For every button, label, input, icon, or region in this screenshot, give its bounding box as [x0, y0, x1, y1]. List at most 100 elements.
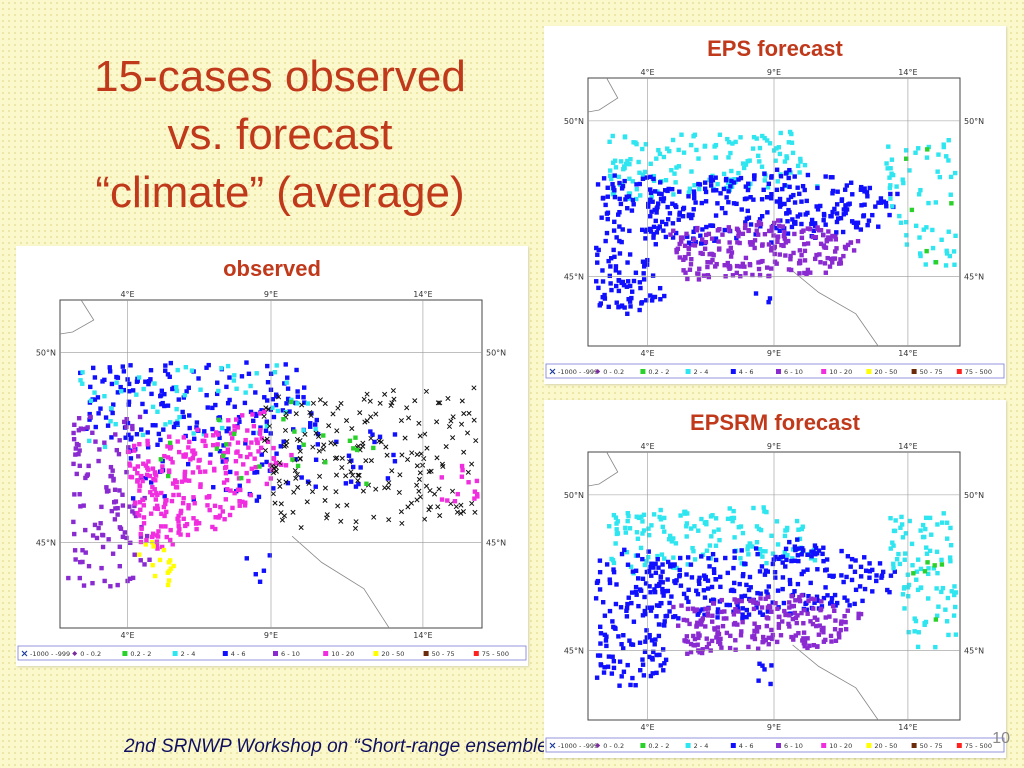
legend-label: 75 - 500 — [965, 742, 992, 750]
legend-item: 0.2 - 2 — [640, 368, 669, 376]
square-icon — [730, 743, 736, 748]
lat-label-left: 45°N — [36, 539, 56, 548]
observed-panel: observed 4°E 4°E 9°E 9°E 14°E 14°E 50°N 50°N 45°… — [16, 246, 528, 666]
legend-label: 50 - 75 — [920, 368, 943, 376]
lon-label-bottom: 9°E — [767, 349, 781, 358]
lat-label-left: 50°N — [36, 348, 56, 357]
legend-item: 4 - 6 — [730, 368, 754, 376]
coastline-north — [59, 299, 95, 335]
legend-item: 20 - 50 — [373, 650, 404, 658]
lat-label-right: 50°N — [964, 491, 984, 500]
legend-item: 75 - 500 — [956, 742, 992, 750]
coastline-north — [587, 451, 619, 487]
diamond-icon — [72, 651, 78, 656]
points-4-6-west — [594, 173, 667, 316]
square-icon — [222, 651, 228, 656]
legend-item: 50 - 75 — [911, 742, 943, 750]
square-icon — [685, 743, 691, 748]
legend-item: 50 - 75 — [423, 650, 455, 658]
lat-label-right: 50°N — [486, 348, 506, 357]
legend-item: 2 - 4 — [685, 742, 708, 750]
coastline-italy — [792, 644, 879, 721]
x-icon — [21, 650, 28, 657]
points-corsica — [756, 661, 774, 687]
legend-item: 0.2 - 2 — [122, 650, 151, 658]
legend-item: 0.2 - 2 — [640, 742, 669, 750]
legend-label: 10 - 20 — [829, 742, 852, 750]
legend-label: 6 - 10 — [784, 368, 803, 376]
lat-label-right: 45°N — [964, 646, 984, 655]
square-icon — [423, 651, 429, 656]
lon-label-top: 14°E — [898, 68, 917, 77]
title-line-1: 15-cases observed — [94, 52, 466, 101]
square-icon — [640, 369, 646, 374]
observed-precip-map: 4°E 4°E 9°E 9°E 14°E 14°E 50°N 50°N 45°N 45°N -100… — [17, 290, 527, 661]
diamond-icon — [595, 369, 601, 374]
points-0-2-2 — [158, 399, 376, 486]
legend-item: 20 - 50 — [866, 368, 897, 376]
legend-label: 0 - 0.2 — [603, 368, 624, 376]
legend-item: 50 - 75 — [911, 368, 943, 376]
points-corsica — [244, 553, 272, 584]
legend-item: 2 - 4 — [172, 650, 195, 658]
lon-label-bottom: 4°E — [120, 631, 134, 640]
lat-label-right: 50°N — [964, 117, 984, 126]
precip-legend: -1000 - -999 0 - 0.2 0.2 - 2 2 - 4 4 - 6 6 - … — [545, 737, 1005, 753]
lat-label-left: 50°N — [564, 117, 584, 126]
square-icon — [776, 369, 781, 374]
square-icon — [956, 369, 962, 374]
square-icon — [122, 651, 128, 656]
points-6-10 — [671, 593, 864, 656]
legend-item: 20 - 50 — [866, 742, 897, 750]
square-icon — [776, 743, 781, 748]
points-6-10 — [668, 218, 861, 282]
legend-item: 10 - 20 — [821, 742, 852, 750]
square-icon — [866, 369, 872, 374]
lat-label-left: 45°N — [564, 272, 584, 281]
eps-forecast-panel: EPS forecast 4°E 4°E 9°E 9°E 14°E 14°E 50°N 50°… — [544, 26, 1006, 384]
lat-label-right: 45°N — [486, 539, 506, 548]
legend-label: 4 - 6 — [739, 368, 754, 376]
panel-title-observed: observed — [223, 256, 321, 281]
lon-label-bottom: 9°E — [767, 723, 781, 732]
square-icon — [911, 369, 917, 374]
lon-label-bottom: 9°E — [264, 631, 278, 640]
legend-label: 0.2 - 2 — [648, 742, 669, 750]
legend-item: 2 - 4 — [685, 368, 708, 376]
lon-label-bottom: 4°E — [640, 723, 654, 732]
legend-label: 50 - 75 — [432, 650, 455, 658]
panel-title-epsrm: EPSRM forecast — [690, 410, 860, 435]
lon-label-top: 14°E — [898, 442, 917, 451]
points-2-4-north — [78, 363, 318, 450]
legend-item: 10 - 20 — [323, 650, 354, 658]
legend-item: 6 - 10 — [273, 650, 300, 658]
legend-label: -1000 - -999 — [558, 742, 598, 750]
legend-item: -1000 - -999 — [549, 742, 598, 750]
legend-label: -1000 - -999 — [30, 650, 70, 658]
lat-label-left: 45°N — [564, 646, 584, 655]
points-2-4-east — [884, 138, 958, 268]
eps-forecast-map: 4°E 4°E 9°E 9°E 14°E 14°E 50°N 50°N 45°N 45°N -100… — [545, 68, 1005, 379]
x-icon — [549, 742, 556, 749]
points-2-4-north — [607, 129, 820, 202]
x-icon — [549, 368, 556, 375]
lon-label-bottom: 4°E — [640, 349, 654, 358]
square-icon — [821, 369, 827, 374]
points-10-20 — [125, 409, 294, 551]
epsrm-forecast-map: 4°E 4°E 9°E 9°E 14°E 14°E 50°N 50°N 45°N 45°N -100… — [545, 442, 1005, 753]
legend-item: 10 - 20 — [821, 368, 852, 376]
square-icon — [821, 743, 827, 748]
lon-label-top: 9°E — [264, 290, 278, 299]
points-20-50 — [137, 540, 176, 588]
legend-label: 50 - 75 — [920, 742, 943, 750]
lon-label-bottom: 14°E — [898, 723, 917, 732]
legend-label: 0 - 0.2 — [80, 650, 101, 658]
lon-label-top: 14°E — [413, 290, 432, 299]
legend-label: 6 - 10 — [784, 742, 803, 750]
title-line-2: vs. forecast — [167, 110, 393, 159]
lon-label-top: 9°E — [767, 68, 781, 77]
square-icon — [911, 743, 917, 748]
slide-title: 15-cases observed vs. forecast “climate”… — [40, 48, 520, 222]
points-corsica — [753, 291, 773, 305]
lon-label-top: 4°E — [120, 290, 134, 299]
